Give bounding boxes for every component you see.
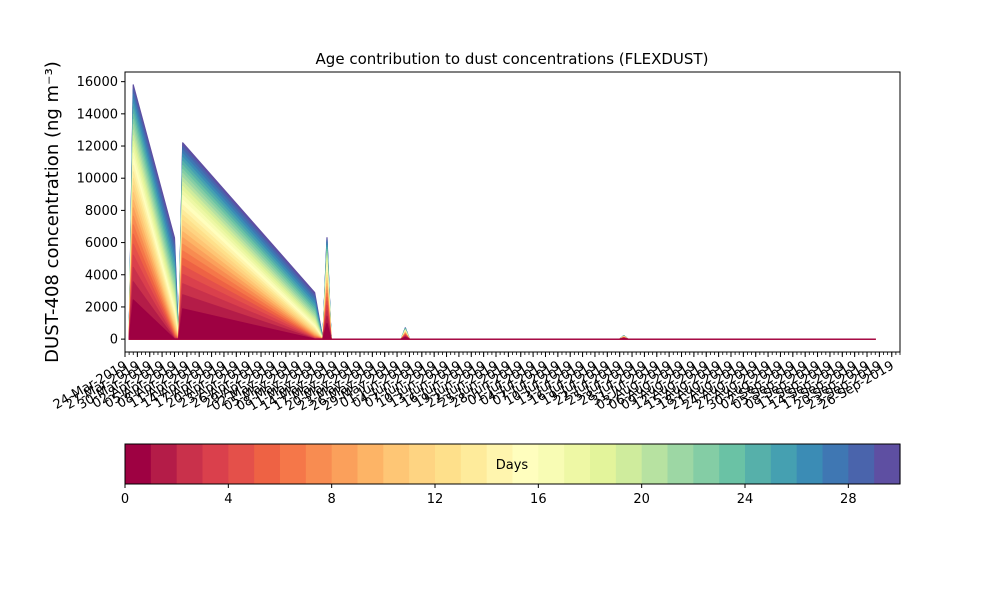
colorbar-cell [719,444,746,484]
y-axis-label: DUST-408 concentration (ng m⁻³) [42,61,63,363]
colorbar-tick-label: 8 [328,492,336,507]
x-axis: 24-Mar-201927-Mar-201930-Mar-201902-Apr-… [51,352,901,414]
y-tick-label: 4000 [85,268,118,283]
colorbar-cell [460,444,488,484]
y-axis: 0 2000 4000 6000 8000 10000 12000 14000 16000 [77,75,125,348]
colorbar-cell [667,444,694,484]
colorbar-cell [641,444,669,484]
colorbar-label: Days [496,458,529,473]
colorbar-cell [590,444,617,484]
colorbar-cell [280,444,307,484]
age-band-1 [128,299,876,340]
colorbar-cell [512,444,539,484]
colorbar-cell [615,444,643,484]
colorbar-tick-label: 28 [840,492,857,507]
plot-area-layer [128,84,876,340]
colorbar-cell [848,444,875,484]
colorbar-cell [409,444,436,484]
colorbar-cell [796,444,824,484]
colorbar-cell [254,444,281,484]
y-tick-label: 16000 [77,75,118,90]
colorbar-cell [228,444,255,484]
y-tick-label: 12000 [77,140,118,155]
colorbar-cell [770,444,798,484]
colorbar-cell [564,444,591,484]
colorbar-tick-label: 12 [427,492,444,507]
colorbar-cell [176,444,204,484]
colorbar-cell [202,444,229,484]
colorbar: Days 0 4 8 12 16 20 24 28 [121,443,901,507]
colorbar-ticks: 0 4 8 12 16 20 24 28 [121,484,857,507]
colorbar-tick-label: 16 [530,492,547,507]
colorbar-cell [874,444,901,484]
colorbar-cells [125,444,901,484]
colorbar-tick-label: 24 [737,492,754,507]
colorbar-cell [357,444,384,484]
y-tick-label: 6000 [85,236,118,251]
colorbar-cell [305,444,333,484]
y-tick-label: 10000 [77,172,118,187]
colorbar-cell [486,444,514,484]
colorbar-cell [538,444,565,484]
y-tick-label: 0 [110,333,118,348]
y-tick-label: 2000 [85,300,118,315]
colorbar-cell [383,444,410,484]
colorbar-cell [822,444,849,484]
colorbar-cell [125,444,152,484]
colorbar-frame [124,443,901,485]
colorbar-cell [331,444,359,484]
colorbar-tick-label: 0 [121,492,129,507]
colorbar-tick-label: 4 [224,492,232,507]
y-tick-label: 14000 [77,107,118,122]
colorbar-tick-label: 20 [633,492,650,507]
colorbar-cell [745,444,772,484]
colorbar-cell [693,444,720,484]
y-tick-label: 8000 [85,204,118,219]
colorbar-cell [150,444,178,484]
colorbar-cell [435,444,462,484]
chart-title: Age contribution to dust concentrations … [316,50,709,68]
